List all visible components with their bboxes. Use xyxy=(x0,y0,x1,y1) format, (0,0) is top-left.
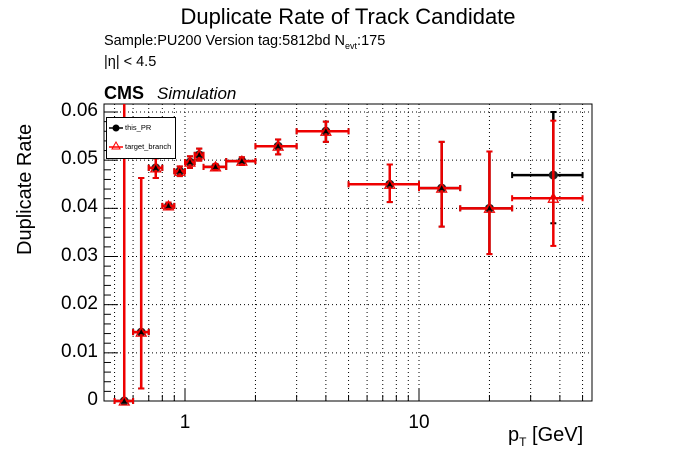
triangle-marker-icon xyxy=(111,140,121,150)
legend: this_PR target_branch xyxy=(106,117,176,159)
experiment-tag: Simulation xyxy=(157,84,237,103)
legend-entry-target-branch: target_branch xyxy=(125,142,172,151)
chart-title: Duplicate Rate of Track Candidate xyxy=(180,4,516,29)
subtitle-prefix: Sample:PU200 Version tag:5812bd N xyxy=(104,33,346,49)
y-tick-label: 0.03 xyxy=(61,244,98,266)
xlabel-rest: [GeV] xyxy=(526,424,584,446)
y-tick-label: 0 xyxy=(87,389,98,410)
circle-marker-icon xyxy=(112,124,120,132)
legend-markers xyxy=(109,124,123,150)
subtitle-subscript: evt xyxy=(345,40,358,51)
y-tick-label: 0.06 xyxy=(61,100,98,121)
y-tick-label: 0.01 xyxy=(61,340,98,362)
x-axis-label: pT [GeV] xyxy=(508,424,583,449)
x-tick-label: 10 xyxy=(408,412,430,433)
y-tick-label: 0.02 xyxy=(61,292,98,314)
xlabel-main: p xyxy=(508,424,520,446)
subtitle-suffix: :175 xyxy=(357,33,386,49)
x-tick-label: 1 xyxy=(179,412,191,433)
y-tick-label: 0.04 xyxy=(61,196,98,218)
eta-selection: |η| < 4.5 xyxy=(104,54,157,70)
legend-entry-this-pr: this_PR xyxy=(125,123,152,132)
xlabel-subscript: T xyxy=(519,435,527,449)
y-tick-label: 0.05 xyxy=(61,148,98,170)
experiment-label: CMS xyxy=(104,83,144,103)
chart-subtitle: Sample:PU200 Version tag:5812bd Nevt:175 xyxy=(104,33,385,51)
